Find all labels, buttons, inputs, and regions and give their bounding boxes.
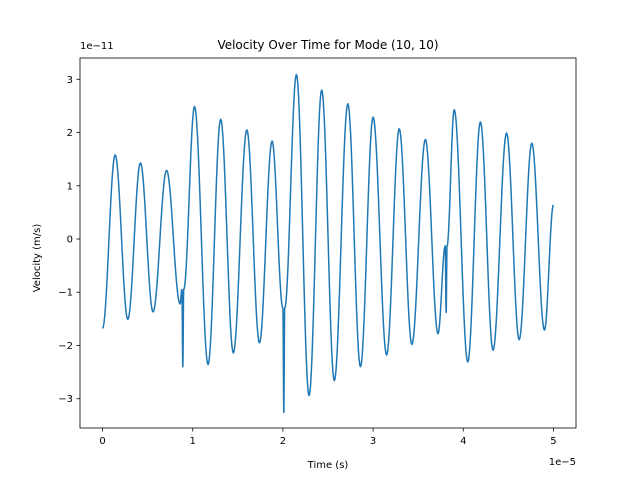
y-tick-label: 0 <box>67 235 73 246</box>
x-tick-label: 5 <box>550 436 556 447</box>
axis-ticks: 0 1 2 3 4 5 −3 −2 −1 0 1 2 3 <box>58 75 556 447</box>
y-tick-label: −2 <box>58 341 73 352</box>
series-line-0 <box>101 73 555 414</box>
axes-frame <box>79 57 577 429</box>
x-axis-multiplier: 1e−5 <box>549 457 576 468</box>
y-tick-label: −1 <box>58 288 73 299</box>
x-tick-label: 1 <box>190 436 196 447</box>
x-tick-label: 2 <box>280 436 286 447</box>
y-axis-multiplier: 1e−11 <box>80 41 114 52</box>
y-tick-label: 2 <box>67 128 73 139</box>
x-tick-label: 3 <box>370 436 376 447</box>
y-tick-label: −3 <box>58 394 73 405</box>
x-tick-label: 4 <box>460 436 466 447</box>
y-tick-label: 1 <box>67 181 73 192</box>
x-axis-label: Time (s) <box>307 460 349 471</box>
x-tick-label: 0 <box>99 436 105 447</box>
y-axis-label: Velocity (m/s) <box>32 224 43 293</box>
y-tick-label: 3 <box>67 75 73 86</box>
plot-area <box>101 73 555 414</box>
chart-title: Velocity Over Time for Mode (10, 10) <box>217 38 438 52</box>
